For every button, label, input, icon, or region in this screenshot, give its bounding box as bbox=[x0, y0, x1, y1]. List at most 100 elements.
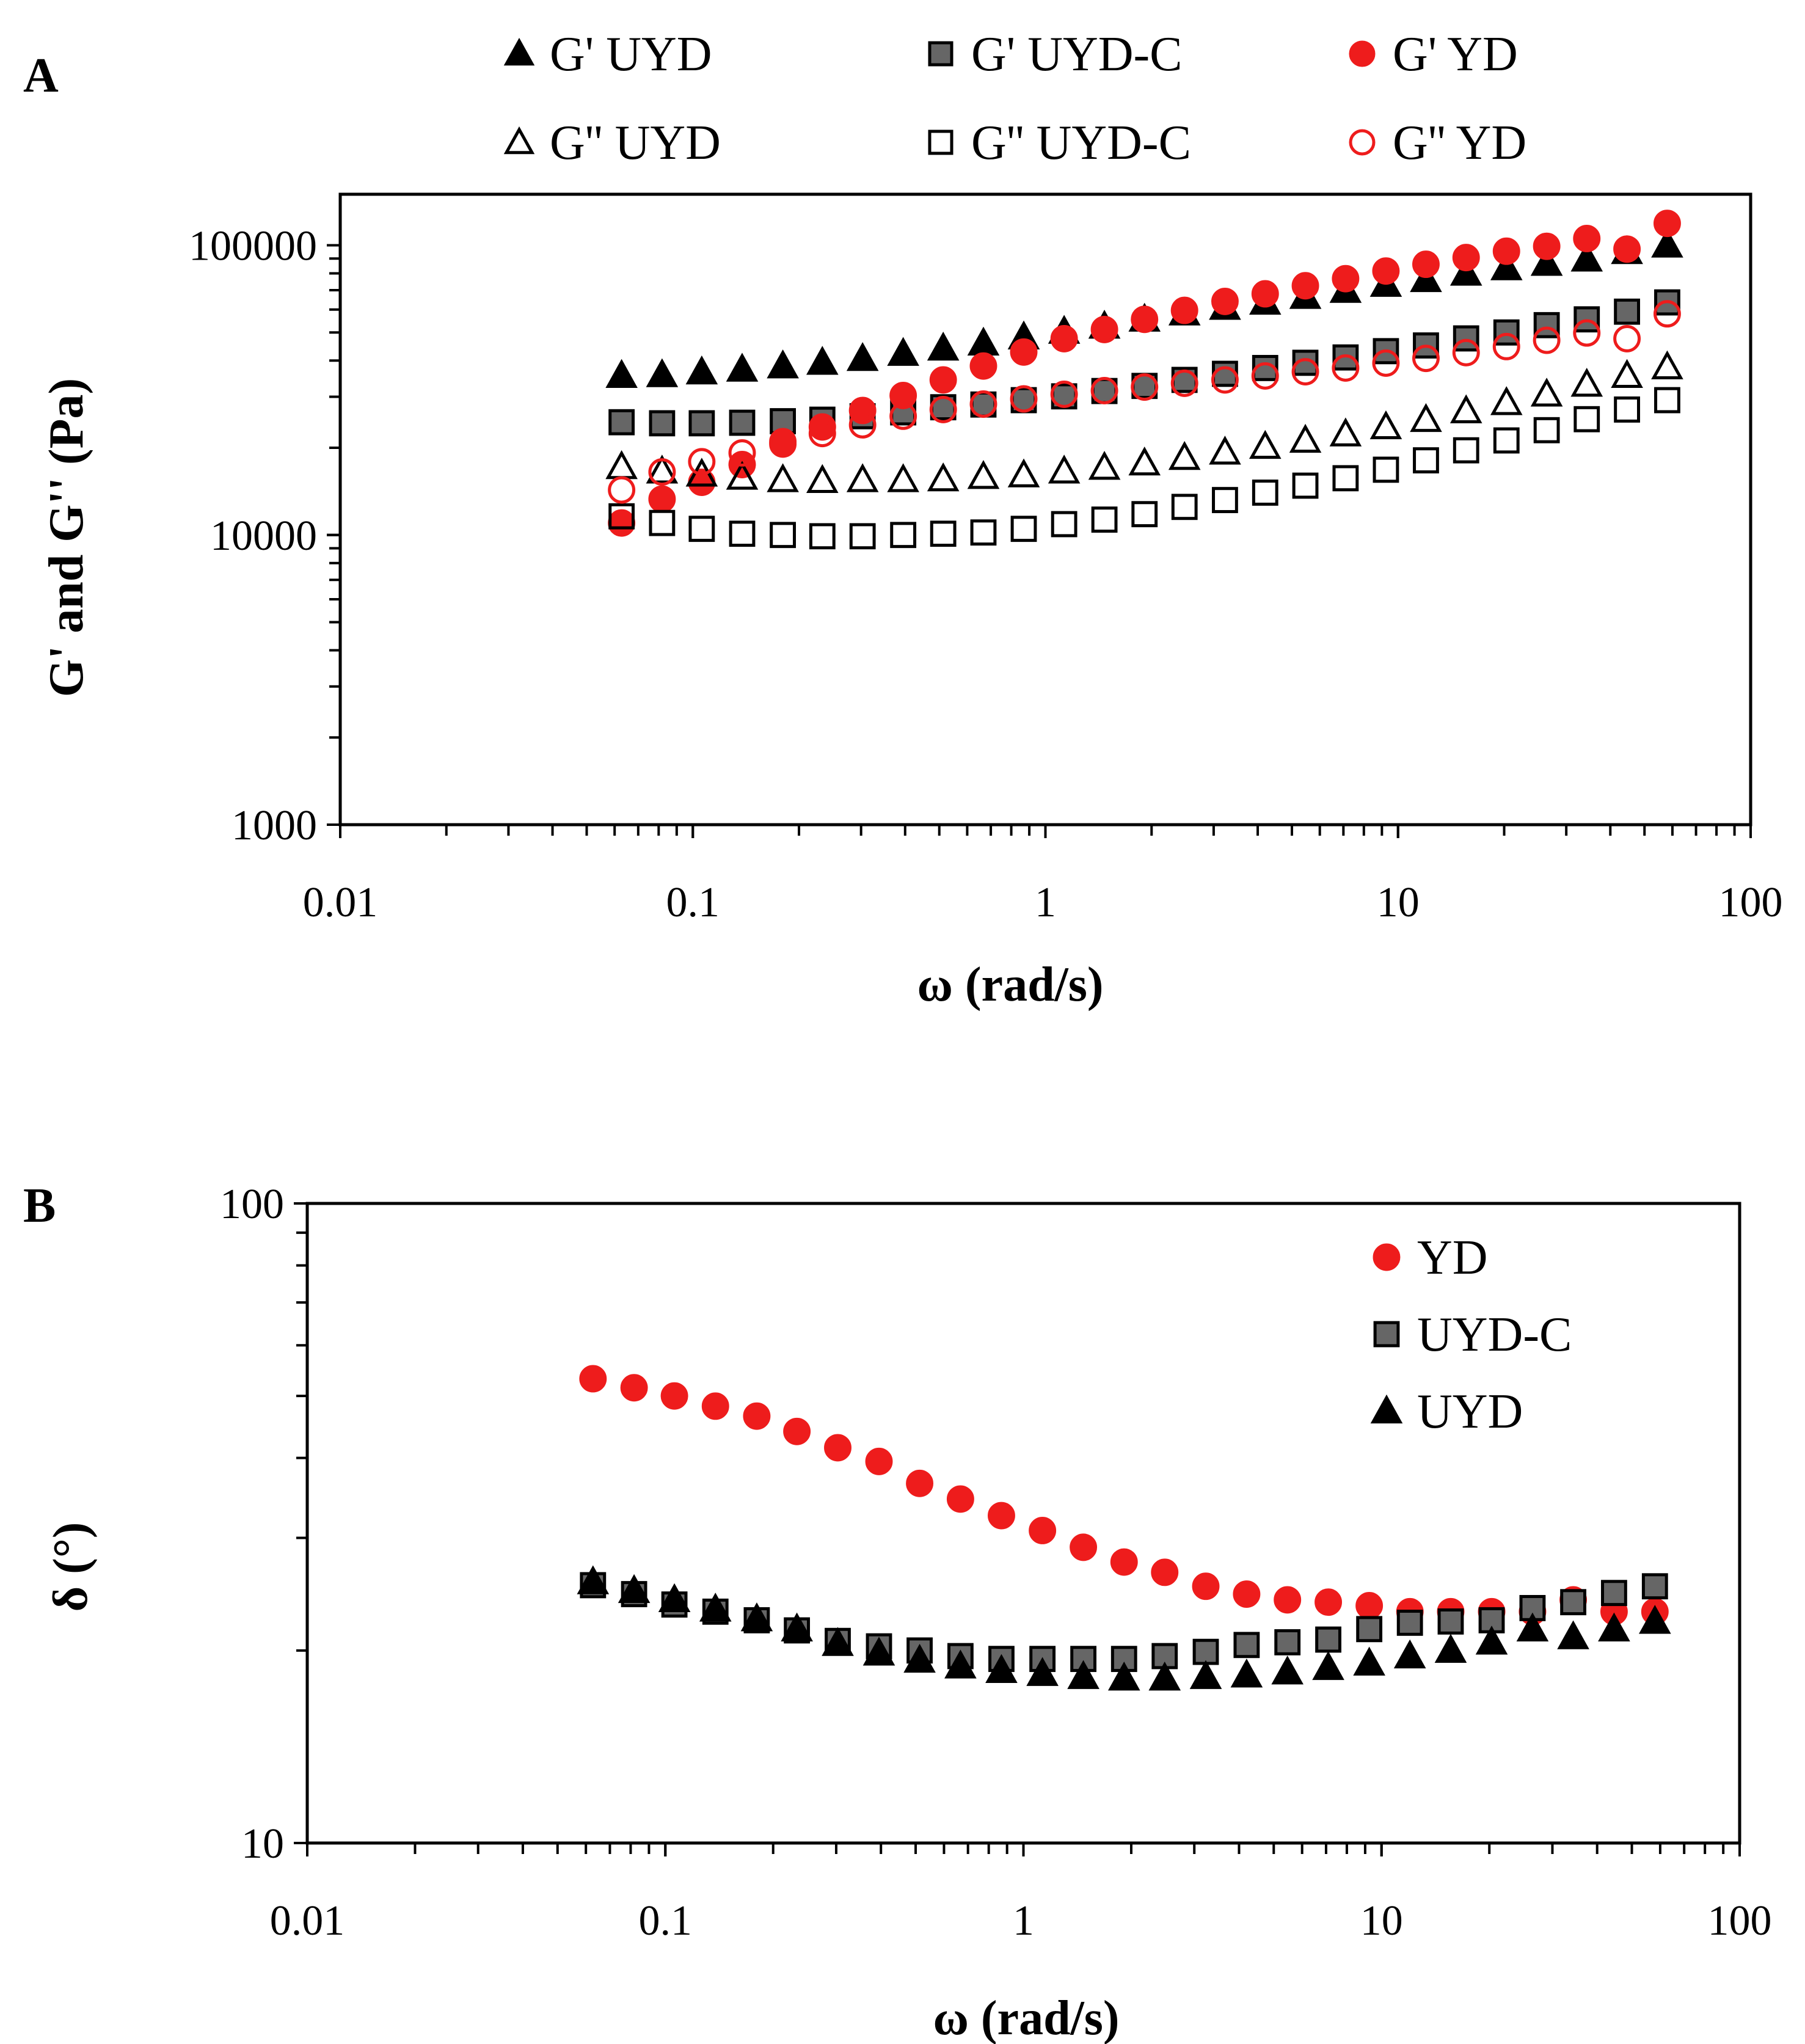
data-point bbox=[783, 1417, 811, 1445]
data-point bbox=[1192, 1572, 1220, 1601]
data-point bbox=[618, 1574, 651, 1604]
legend-label: G' YD bbox=[1393, 27, 1518, 81]
data-point bbox=[1189, 1660, 1222, 1689]
data-point bbox=[1412, 250, 1440, 279]
data-point bbox=[846, 463, 879, 492]
data-point bbox=[1614, 396, 1640, 423]
data-point bbox=[1128, 446, 1161, 476]
data-point bbox=[1029, 1517, 1057, 1544]
data-point bbox=[1170, 296, 1198, 324]
data-point bbox=[808, 420, 836, 448]
x-tick-label: 1 bbox=[1035, 879, 1056, 926]
data-point bbox=[1611, 359, 1643, 388]
data-point bbox=[608, 409, 635, 436]
data-point bbox=[944, 1649, 977, 1679]
data-point bbox=[1274, 1629, 1301, 1655]
data-point bbox=[579, 1365, 607, 1393]
data-point bbox=[1148, 1662, 1181, 1691]
x-axis-ticks bbox=[306, 1843, 1741, 1856]
data-point bbox=[1070, 1533, 1098, 1561]
data-point bbox=[649, 410, 676, 437]
data-point bbox=[1233, 1580, 1261, 1608]
data-point bbox=[1051, 511, 1078, 538]
data-point bbox=[1312, 1651, 1344, 1681]
data-point bbox=[1090, 315, 1118, 343]
data-point bbox=[903, 1643, 936, 1673]
data-point bbox=[1291, 358, 1319, 385]
data-point bbox=[1533, 232, 1561, 260]
data-point bbox=[1570, 243, 1603, 272]
legend-item-g-prime-uyd: G' UYD bbox=[503, 27, 712, 81]
data-point bbox=[620, 1374, 648, 1402]
legend-label: UYD-C bbox=[1417, 1308, 1572, 1362]
data-point bbox=[809, 523, 836, 550]
data-point bbox=[740, 1602, 773, 1632]
data-point bbox=[1490, 386, 1523, 415]
legend-item-uyd-c: UYD-C bbox=[1373, 1308, 1572, 1362]
data-point bbox=[1131, 305, 1159, 334]
series-g-prime-yd bbox=[608, 210, 1681, 537]
data-point bbox=[887, 463, 919, 492]
data-point bbox=[849, 523, 876, 550]
data-point bbox=[848, 411, 877, 439]
data-point bbox=[1251, 362, 1279, 390]
data-point bbox=[1131, 373, 1159, 401]
y-tick-label: 100 bbox=[220, 1181, 284, 1228]
data-point bbox=[1090, 376, 1118, 404]
legend-marker bbox=[928, 41, 954, 67]
data-point bbox=[646, 454, 679, 484]
data-point bbox=[688, 448, 716, 476]
data-point bbox=[1230, 1659, 1263, 1688]
legend-item-g-double-prime-yd: G'' YD bbox=[1349, 116, 1526, 170]
x-tick-label: 0.1 bbox=[666, 879, 720, 926]
data-point bbox=[649, 509, 676, 536]
legend-item-g-double-prime-uyd: G'' UYD bbox=[503, 116, 721, 170]
data-point bbox=[1332, 354, 1360, 382]
data-point bbox=[1530, 247, 1563, 276]
panel-a-plot: 0.01 0.1 1 10 100 1000 10000 100000 bbox=[189, 192, 1783, 926]
data-point bbox=[1170, 369, 1198, 397]
data-point bbox=[1613, 235, 1641, 263]
data-point bbox=[1410, 263, 1442, 293]
x-tick-label: 0.01 bbox=[270, 1897, 345, 1944]
legend-marker bbox=[928, 130, 954, 155]
data-point bbox=[1329, 417, 1362, 447]
data-point bbox=[1373, 456, 1399, 483]
data-point bbox=[577, 1565, 610, 1594]
data-point bbox=[1533, 326, 1561, 354]
data-point bbox=[1067, 1660, 1099, 1689]
data-point bbox=[1393, 1639, 1426, 1669]
data-point bbox=[1050, 324, 1078, 352]
data-point bbox=[1107, 1662, 1140, 1691]
data-point bbox=[1449, 394, 1482, 423]
data-point bbox=[646, 358, 679, 387]
data-point bbox=[1651, 350, 1683, 379]
legend-label: YD bbox=[1417, 1231, 1488, 1285]
data-point bbox=[1010, 516, 1037, 542]
data-point bbox=[806, 464, 839, 493]
panel-b-legend: YD UYD-C UYD bbox=[1370, 1231, 1572, 1439]
x-tick-label: 0.1 bbox=[639, 1897, 693, 1944]
data-point bbox=[1315, 1588, 1343, 1616]
series-g-double-prime-uyd bbox=[605, 350, 1683, 493]
data-point bbox=[1601, 1580, 1627, 1607]
data-point bbox=[1560, 1589, 1586, 1616]
data-point bbox=[608, 503, 635, 530]
data-point bbox=[1557, 1620, 1589, 1649]
legend-label: G'' YD bbox=[1393, 116, 1526, 170]
series-g-double-prime-yd bbox=[608, 300, 1681, 504]
legend-label: UYD bbox=[1417, 1385, 1523, 1439]
legend-label: G' UYD bbox=[550, 27, 712, 81]
data-point bbox=[1452, 244, 1480, 272]
data-point bbox=[1192, 1638, 1219, 1665]
data-point bbox=[1530, 378, 1563, 407]
data-point bbox=[1010, 385, 1038, 413]
data-point bbox=[927, 462, 960, 492]
x-tick-label: 1 bbox=[1013, 1897, 1034, 1944]
data-point bbox=[862, 1637, 895, 1666]
data-point bbox=[808, 413, 836, 441]
data-point bbox=[1573, 319, 1601, 347]
data-point bbox=[1654, 387, 1680, 414]
data-point bbox=[1355, 1592, 1384, 1619]
